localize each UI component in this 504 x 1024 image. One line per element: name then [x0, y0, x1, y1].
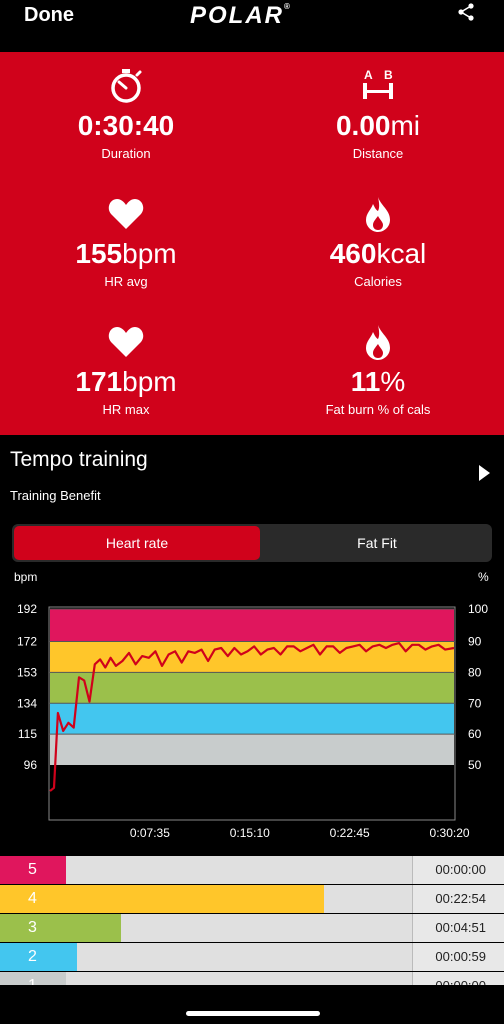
flame-icon: [366, 325, 390, 360]
heart-icon: [108, 327, 144, 357]
calories-unit: kcal: [376, 238, 427, 269]
zone-time-list: 500:00:00400:22:54300:04:51200:00:59100:…: [0, 855, 504, 1000]
zone-bar-track: [66, 943, 412, 971]
zone-bar-track: [66, 914, 412, 942]
workout-title: Tempo training: [10, 448, 148, 471]
stat-distance: A B 0.00mi Distance: [252, 66, 504, 161]
hr-avg-label: HR avg: [104, 274, 148, 289]
zone-number: 2: [0, 943, 66, 971]
zone-bar-track: [66, 885, 412, 913]
y-tick-left: 115: [18, 727, 37, 741]
svg-text:B: B: [384, 68, 393, 82]
bottom-bar: [0, 985, 504, 1024]
zone1-band: [50, 734, 454, 765]
y-tick-right: 90: [468, 635, 482, 649]
hr-max-value: 171: [75, 366, 123, 397]
training-benefit-label: Training Benefit: [10, 488, 101, 503]
zone-bar-fill: [66, 885, 325, 913]
zone-bar-fill: [66, 943, 78, 971]
y-tick-left: 172: [17, 635, 37, 649]
stat-duration: 0:30:40 Duration: [0, 66, 252, 161]
fat-burn-label: Fat burn % of cals: [325, 402, 431, 417]
zone-row-4: 4 00:22:54: [0, 885, 504, 913]
fat-burn-value: 11: [350, 366, 381, 397]
hr-avg-value: 155: [75, 238, 123, 269]
y-tick-left: 134: [17, 696, 37, 710]
y-tick-right: 70: [468, 696, 482, 710]
hr-max-unit: bpm: [122, 366, 177, 397]
polar-logo: POLAR®: [190, 2, 292, 29]
y-tick-right: 60: [468, 727, 482, 741]
zone-bar-fill: [66, 914, 121, 942]
logo-text: POLAR: [190, 2, 284, 29]
top-bar: Done POLAR®: [0, 0, 504, 52]
chart-tab-switch: Heart rate Fat Fit: [12, 524, 492, 562]
fat-burn-unit: %: [380, 366, 406, 397]
x-tick: 0:30:20: [430, 826, 470, 840]
duration-label: Duration: [101, 146, 151, 161]
zone-time: 00:00:59: [412, 943, 504, 971]
stat-hr-max: 171bpm HR max: [0, 322, 252, 417]
tab-fat-fit[interactable]: Fat Fit: [357, 535, 397, 551]
zone-bar-track: [66, 856, 412, 884]
share-icon[interactable]: [456, 2, 476, 22]
play-icon[interactable]: [479, 465, 490, 481]
zone-number: 3: [0, 914, 66, 942]
zone-row-3: 3 00:04:51: [0, 914, 504, 942]
distance-label: Distance: [352, 146, 404, 161]
x-tick: 0:15:10: [230, 826, 270, 840]
heart-rate-chart: bpm % 192 100 172 90 153 80 134 70 115 60 96 50 0:07…: [14, 570, 489, 840]
heart-icon: [108, 199, 144, 229]
y-tick-right: 50: [468, 758, 482, 772]
y-tick-left: 153: [17, 665, 37, 679]
done-button[interactable]: Done: [24, 4, 74, 26]
zone2-band: [50, 703, 454, 735]
zone-row-5: 5 00:00:00: [0, 856, 504, 884]
y-tick-left: 96: [24, 758, 38, 772]
y-tick-left: 192: [17, 602, 37, 616]
hr-avg-unit: bpm: [122, 238, 177, 269]
x-tick: 0:22:45: [330, 826, 370, 840]
stopwatch-icon: [111, 69, 142, 103]
stat-fat-burn: 11% Fat burn % of cals: [252, 322, 504, 417]
stat-calories: 460kcal Calories: [252, 194, 504, 289]
flame-icon: [366, 197, 390, 232]
zone-number: 4: [0, 885, 66, 913]
distance-ab-icon: A B: [363, 68, 393, 99]
y-axis-label-right: %: [478, 570, 489, 584]
zone-number: 5: [0, 856, 66, 884]
zone-time: 00:00:00: [412, 856, 504, 884]
tab-heart-rate[interactable]: Heart rate: [14, 526, 260, 560]
zone3-band: [50, 672, 454, 704]
stats-panel: 0:30:40 Duration A B 0.00mi Distance 155…: [0, 52, 504, 435]
hr-max-label: HR max: [102, 402, 150, 417]
x-tick: 0:07:35: [130, 826, 170, 840]
zone5-band: [50, 609, 454, 642]
y-tick-right: 100: [468, 602, 488, 616]
stat-hr-avg: 155bpm HR avg: [0, 194, 252, 289]
distance-value: 0.00: [335, 110, 391, 141]
zone-row-2: 2 00:00:59: [0, 943, 504, 971]
svg-text:A: A: [364, 68, 373, 82]
duration-value: 0:30:40: [77, 110, 175, 141]
zone-time: 00:22:54: [412, 885, 504, 913]
heart-rate-line: [49, 641, 455, 792]
calories-label: Calories: [354, 274, 402, 289]
distance-unit: mi: [390, 110, 421, 141]
y-tick-right: 80: [468, 665, 482, 679]
zone-time: 00:04:51: [412, 914, 504, 942]
calories-value: 460: [329, 238, 377, 269]
y-axis-label-left: bpm: [14, 570, 37, 584]
home-indicator[interactable]: [186, 1011, 320, 1016]
